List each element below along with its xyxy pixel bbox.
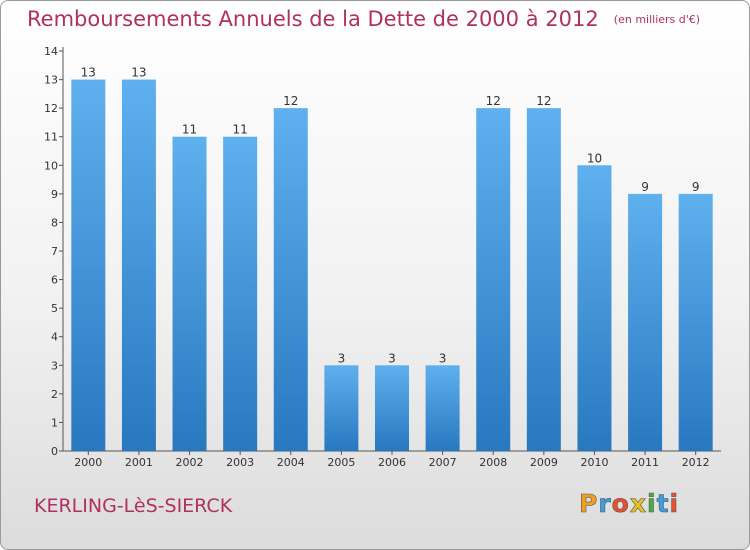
x-tick-label: 2000 [74, 456, 102, 469]
x-tick-label: 2011 [631, 456, 659, 469]
y-tick-label: 6 [51, 274, 58, 287]
x-tick-label: 2004 [277, 456, 305, 469]
commune-name: KERLING-LèS-SIERCK [34, 495, 233, 517]
chart-title: Remboursements Annuels de la Dette de 20… [27, 7, 599, 31]
bar-value-label: 12 [486, 94, 501, 108]
bar [425, 365, 460, 451]
y-tick-label: 13 [44, 74, 58, 87]
bar-value-label: 9 [641, 180, 649, 194]
y-tick-label: 14 [44, 45, 58, 58]
y-tick-label: 11 [44, 131, 58, 144]
bar-value-label: 10 [587, 151, 602, 165]
logo-letter: r [598, 489, 612, 519]
bar [324, 365, 359, 451]
logo-letter: o [611, 489, 630, 519]
x-tick-label: 2007 [429, 456, 457, 469]
x-tick-label: 2008 [479, 456, 507, 469]
logo-letter: i [647, 489, 657, 519]
x-tick-label: 2002 [176, 456, 204, 469]
logo-letter: P [579, 489, 599, 519]
y-tick-label: 12 [44, 102, 58, 115]
bar-value-label: 12 [283, 94, 298, 108]
bar-value-label: 13 [81, 66, 96, 80]
y-tick-label: 4 [51, 331, 58, 344]
y-tick-label: 7 [51, 245, 58, 258]
y-tick-label: 1 [51, 416, 58, 429]
bar [172, 136, 207, 451]
bar [526, 108, 561, 452]
bar [71, 79, 106, 452]
bar-value-label: 11 [233, 123, 248, 137]
x-tick-label: 2003 [226, 456, 254, 469]
bar [678, 193, 713, 451]
bar [121, 79, 156, 452]
bar [375, 365, 409, 451]
bar-value-label: 3 [338, 351, 346, 365]
x-tick-label: 2006 [378, 456, 406, 469]
bar [628, 193, 663, 451]
title-row: Remboursements Annuels de la Dette de 20… [27, 7, 700, 31]
bar [476, 108, 511, 452]
bar-value-label: 11 [182, 123, 197, 137]
bar-value-label: 12 [536, 94, 551, 108]
bar-value-label: 9 [692, 180, 700, 194]
x-tick-label: 2001 [125, 456, 153, 469]
y-tick-label: 0 [51, 445, 58, 458]
bar-value-label: 13 [131, 66, 146, 80]
bar [273, 108, 308, 452]
proxiti-logo: Proxiti [579, 489, 680, 519]
x-tick-label: 2010 [580, 456, 608, 469]
chart-unit: (en milliers d'€) [613, 13, 701, 26]
logo-letter: t [656, 489, 670, 519]
x-tick-label: 2009 [530, 456, 558, 469]
y-tick-label: 8 [51, 216, 58, 229]
y-tick-label: 3 [51, 359, 58, 372]
y-tick-label: 5 [51, 302, 58, 315]
x-tick-label: 2005 [327, 456, 355, 469]
y-tick-label: 10 [44, 159, 58, 172]
bar [223, 136, 258, 451]
logo-letter: i [669, 489, 680, 519]
bar-value-label: 3 [388, 351, 396, 365]
bar-value-label: 3 [439, 351, 447, 365]
y-tick-label: 2 [51, 388, 58, 401]
y-tick-label: 9 [51, 188, 58, 201]
logo-letter: x [629, 489, 647, 519]
x-tick-label: 2012 [682, 456, 710, 469]
bar [577, 165, 612, 452]
